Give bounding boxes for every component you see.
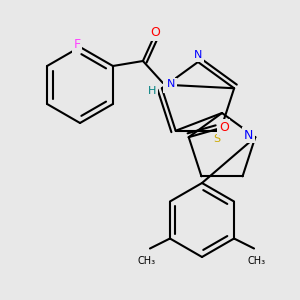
Text: N: N bbox=[164, 79, 174, 92]
Text: N: N bbox=[244, 129, 253, 142]
Text: O: O bbox=[219, 121, 229, 134]
Text: F: F bbox=[74, 38, 81, 52]
Text: CH₃: CH₃ bbox=[138, 256, 156, 266]
Text: CH₃: CH₃ bbox=[248, 256, 266, 266]
Text: O: O bbox=[150, 26, 160, 40]
Text: N: N bbox=[167, 79, 175, 89]
Text: H: H bbox=[148, 86, 156, 96]
Text: S: S bbox=[213, 134, 220, 144]
Text: N: N bbox=[194, 50, 202, 60]
